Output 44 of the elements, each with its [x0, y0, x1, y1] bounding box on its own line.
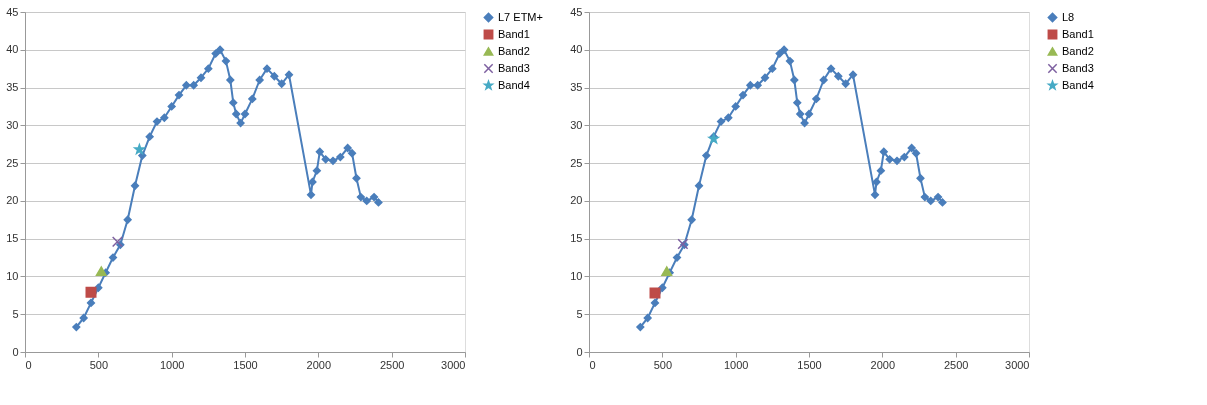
x-tick-label: 1000: [159, 358, 185, 371]
legend-label: L7 ETM+: [498, 10, 543, 23]
y-tick-label: 30: [6, 118, 19, 131]
x-tick-label: 500: [89, 358, 109, 371]
x-tick-label: 3000: [1005, 358, 1030, 371]
y-tick-label: 25: [6, 156, 19, 169]
x-tick-label: 3000: [441, 358, 466, 371]
legend-label: Band4: [1062, 78, 1094, 91]
y-tick-label: 5: [576, 307, 583, 320]
legend-label: Band4: [498, 78, 530, 91]
legend-label: Band3: [1062, 61, 1094, 74]
y-tick-label: 35: [6, 81, 19, 94]
x-tick-label: 500: [653, 358, 673, 371]
legend-label: Band1: [1062, 27, 1094, 40]
y-tick-label: 30: [570, 118, 583, 131]
legend-label: Band1: [498, 27, 530, 40]
y-tick-label: 40: [6, 43, 19, 56]
y-tick-label: 20: [6, 194, 19, 207]
y-tick-label: 15: [6, 232, 19, 245]
y-tick-label: 45: [570, 5, 583, 18]
x-tick-label: 2500: [379, 358, 405, 371]
y-tick-label: 5: [12, 307, 19, 320]
x-tick-label: 2500: [943, 358, 969, 371]
legend-label: Band3: [498, 61, 530, 74]
y-tick-label: 0: [576, 345, 583, 358]
y-tick-label: 45: [6, 5, 19, 18]
y-tick-label: 35: [570, 81, 583, 94]
y-tick-label: 15: [570, 232, 583, 245]
x-tick-label: 0: [589, 358, 596, 371]
x-tick-label: 2000: [306, 358, 332, 371]
y-tick-label: 25: [570, 156, 583, 169]
legend-label: Band2: [498, 44, 530, 57]
x-tick-label: 1500: [233, 358, 258, 371]
legend-label: Band2: [1062, 44, 1094, 57]
x-tick-label: 1500: [797, 358, 822, 371]
y-tick-label: 10: [6, 269, 19, 282]
legend-label: L8: [1062, 10, 1075, 23]
y-tick-label: 20: [570, 194, 583, 207]
y-tick-label: 40: [570, 43, 583, 56]
x-tick-label: 0: [25, 358, 32, 371]
y-tick-label: 10: [570, 269, 583, 282]
x-tick-label: 1000: [723, 358, 749, 371]
y-tick-label: 0: [12, 345, 19, 358]
x-tick-label: 2000: [870, 358, 896, 371]
